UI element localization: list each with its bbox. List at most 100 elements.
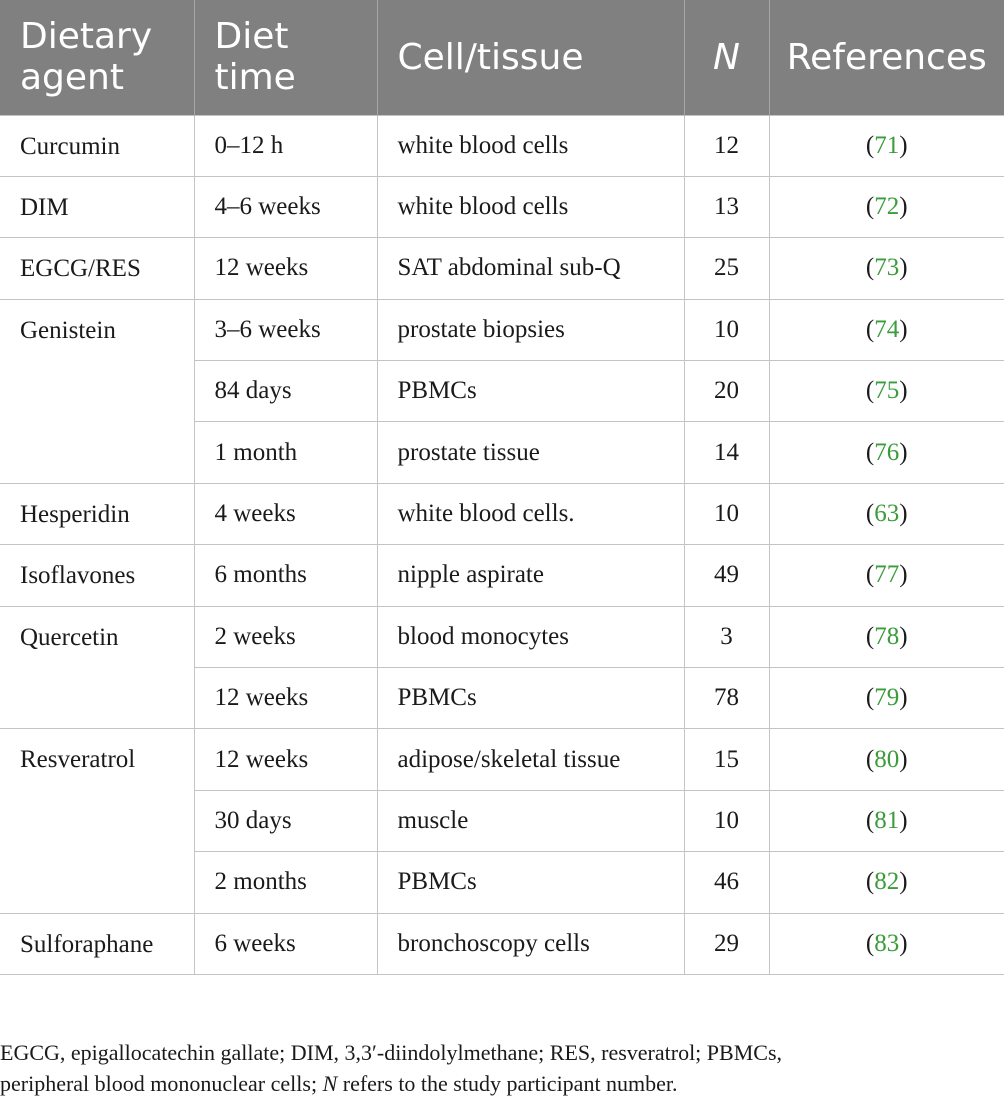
cell-reference: (76) [768, 421, 1004, 484]
cell-diet-time: 6 weeks [193, 912, 378, 975]
cell-diet-time: 1 month [194, 421, 378, 484]
cell-n: 3 [683, 605, 770, 669]
table-row: 12 weeks PBMCs 78 (79) [0, 667, 1004, 730]
table-row: Genistein 3–6 weeks prostate biopsies 10 (74… [0, 298, 1004, 484]
cell-reference: (78) [768, 605, 1004, 669]
reference-link[interactable]: 81 [874, 806, 900, 834]
cell-dietary-agent: Quercetin [0, 605, 195, 730]
col-header-tissue: Cell/tissue [376, 0, 684, 115]
cell-diet-time: 12 weeks [193, 237, 378, 300]
reference-link[interactable]: 71 [874, 131, 900, 159]
table-header: Dietary agent Diet time Cell/tissue N Refe… [0, 0, 1004, 115]
cell-tissue: muscle [376, 789, 685, 853]
cell-tissue: white blood cells [376, 175, 685, 239]
cell-diet-time: 4–6 weeks [193, 175, 378, 239]
table-footnote: EGCG, epigallocatechin gallate; DIM, 3,3… [0, 1037, 1004, 1099]
table-row: DIM 4–6 weeks white blood cells 13 (72) [0, 175, 1004, 239]
cell-dietary-agent: Isoflavones [0, 544, 195, 607]
reference-link[interactable]: 78 [874, 622, 900, 650]
cell-dietary-agent: Hesperidin [0, 482, 195, 546]
col-header-agent: Dietary agent [0, 0, 194, 115]
cell-n: 10 [683, 482, 770, 546]
cell-n: 15 [683, 728, 770, 791]
cell-n: 25 [683, 237, 770, 300]
cell-diet-time: 4 weeks [193, 482, 378, 546]
cell-n: 29 [683, 912, 770, 975]
cell-n: 10 [683, 298, 770, 362]
col-header-time: Diet time [193, 0, 377, 115]
cell-reference: (80) [768, 728, 1004, 791]
table-row: 2 months PBMCs 46 (82) [0, 851, 1004, 914]
cell-reference: (71) [768, 114, 1004, 177]
cell-diet-time: 6 months [193, 544, 378, 607]
reference-link[interactable]: 80 [874, 745, 900, 773]
table-row: Hesperidin 4 weeks white blood cells. 10 (63… [0, 482, 1004, 546]
table-row: Sulforaphane 6 weeks bronchoscopy cells 29(… [0, 912, 1004, 975]
footnote-line-1: EGCG, epigallocatechin gallate; DIM, 3,3… [0, 1040, 782, 1065]
cell-reference: (83) [768, 912, 1004, 975]
reference-link[interactable]: 75 [874, 377, 900, 405]
cell-reference: (81) [768, 789, 1004, 853]
reference-link[interactable]: 72 [874, 193, 900, 221]
cell-tissue: PBMCs [376, 667, 685, 730]
reference-link[interactable]: 83 [874, 929, 900, 957]
cell-diet-time: 30 days [194, 789, 378, 853]
cell-n: 46 [683, 851, 770, 914]
table-row: 30 days muscle 10 (81) [0, 789, 1004, 853]
col-header-n: N [683, 0, 769, 115]
table-row: Resveratrol 12 weeks adipose/skeletal tiss… [0, 728, 1004, 914]
cell-n: 13 [683, 175, 770, 239]
cell-tissue: PBMCs [376, 360, 685, 423]
cell-tissue: white blood cells [376, 114, 685, 177]
cell-diet-time: 0–12 h [193, 114, 378, 177]
cell-n: 78 [683, 667, 770, 730]
table-row: 1 month prostate tissue 14 (76) [0, 421, 1004, 484]
cell-reference: (74) [768, 298, 1004, 362]
reference-link[interactable]: 82 [874, 868, 900, 896]
cell-tissue: SAT abdominal sub-Q [376, 237, 685, 300]
reference-link[interactable]: 77 [874, 561, 900, 589]
table-body: Curcumin 0–12 h white blood cells 12 (71) DIM… [0, 114, 1004, 975]
cell-n: 49 [683, 544, 770, 607]
cell-dietary-agent: Genistein [0, 298, 195, 484]
cell-tissue: bronchoscopy cells [376, 912, 685, 975]
cell-reference: (75) [768, 360, 1004, 423]
cell-tissue: PBMCs [376, 851, 685, 914]
reference-link[interactable]: 73 [874, 254, 900, 282]
cell-reference: (72) [768, 175, 1004, 239]
footnote-line-2: peripheral blood mononuclear cells; N re… [0, 1071, 678, 1096]
cell-tissue: adipose/skeletal tissue [376, 728, 685, 791]
table-row: 84 days PBMCs 20 (75) [0, 360, 1004, 423]
reference-link[interactable]: 79 [874, 684, 900, 712]
cell-dietary-agent: Curcumin [0, 114, 195, 177]
cell-reference: (77) [768, 544, 1004, 607]
table-row: Isoflavones 6 months nipple aspirate 49 (77) [0, 544, 1004, 607]
cell-n: 20 [683, 360, 770, 423]
cell-reference: (79) [768, 667, 1004, 730]
data-table: Dietary agent Diet time Cell/tissue N Refe… [0, 0, 1004, 975]
cell-reference: (73) [768, 237, 1004, 300]
cell-reference: (63) [768, 482, 1004, 546]
cell-n: 10 [683, 789, 770, 853]
cell-diet-time: 3–6 weeks [193, 298, 378, 362]
cell-diet-time: 12 weeks [193, 728, 378, 791]
table-row: Quercetin 2 weeks blood monocytes 3 (78) [0, 605, 1004, 730]
cell-diet-time: 2 months [194, 851, 378, 914]
cell-reference: (82) [768, 851, 1004, 914]
reference-link[interactable]: 76 [874, 438, 900, 466]
cell-diet-time: 2 weeks [193, 605, 378, 669]
cell-tissue: white blood cells. [376, 482, 685, 546]
cell-dietary-agent: Resveratrol [0, 728, 195, 914]
cell-tissue: blood monocytes [376, 605, 685, 669]
reference-link[interactable]: 74 [874, 315, 900, 343]
cell-diet-time: 84 days [194, 360, 378, 423]
reference-link[interactable]: 63 [874, 500, 900, 528]
col-header-references: References [768, 0, 1004, 115]
cell-n: 12 [683, 114, 770, 177]
cell-tissue: prostate tissue [376, 421, 685, 484]
cell-n: 14 [683, 421, 770, 484]
cell-dietary-agent: Sulforaphane [0, 912, 195, 975]
cell-tissue: prostate biopsies [376, 298, 685, 362]
cell-dietary-agent: DIM [0, 175, 195, 239]
cell-diet-time: 12 weeks [194, 667, 378, 730]
